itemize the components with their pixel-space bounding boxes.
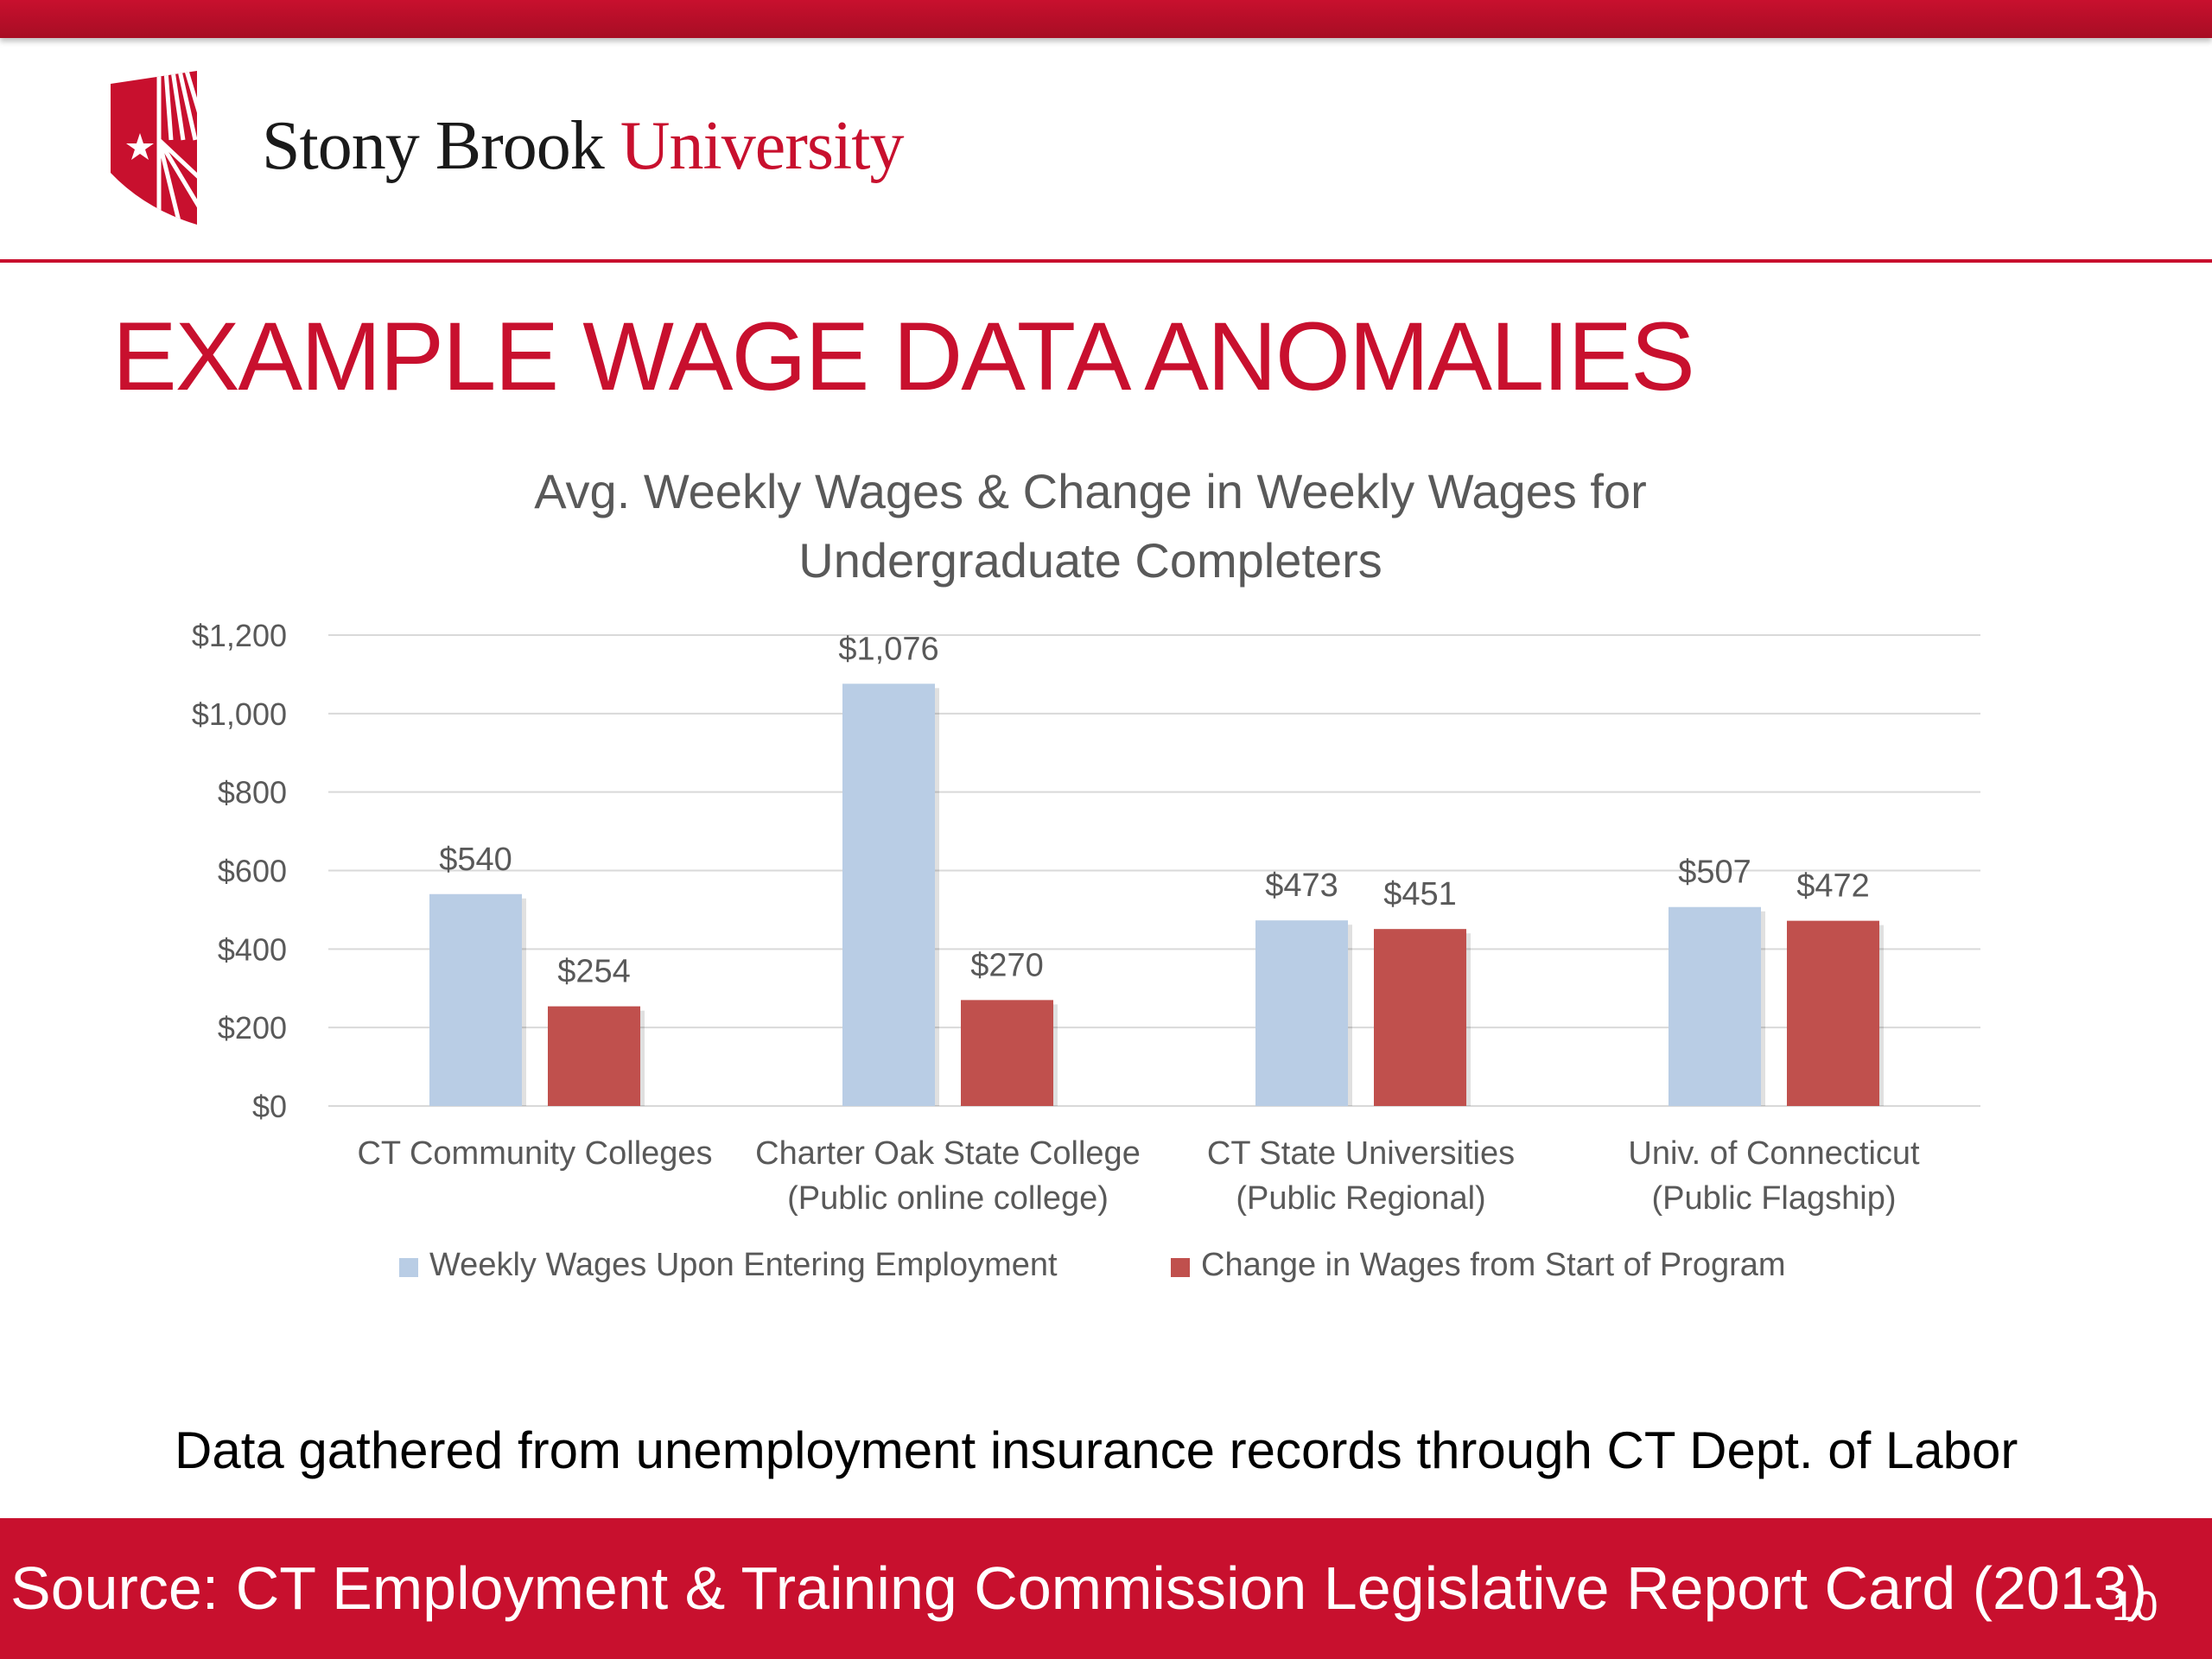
data-footnote: Data gathered from unemployment insuranc… bbox=[175, 1421, 2018, 1479]
bar-wage-change bbox=[1374, 929, 1466, 1106]
data-label: $473 bbox=[1265, 868, 1338, 904]
data-label: $254 bbox=[557, 954, 631, 990]
chart-title: Avg. Weekly Wages & Change in Weekly Wag… bbox=[534, 464, 1647, 518]
data-label: $1,076 bbox=[838, 631, 938, 667]
legend-swatch bbox=[1171, 1258, 1190, 1277]
top-banner bbox=[0, 0, 2212, 38]
y-tick-label: $800 bbox=[218, 775, 287, 810]
bar-wage-change bbox=[961, 1000, 1053, 1106]
chart-title: Undergraduate Completers bbox=[798, 533, 1382, 588]
page-number: 10 bbox=[2112, 1584, 2158, 1630]
bar-weekly-wages bbox=[842, 683, 935, 1106]
y-tick-label: $400 bbox=[218, 931, 287, 967]
bar-weekly-wages bbox=[1669, 906, 1761, 1106]
data-label: $472 bbox=[1796, 868, 1870, 905]
header-divider bbox=[0, 259, 2212, 263]
y-tick-label: $200 bbox=[218, 1010, 287, 1046]
x-category-label: (Public Regional) bbox=[1236, 1180, 1485, 1217]
x-category-label: Univ. of Connecticut bbox=[1628, 1135, 1920, 1172]
bar-weekly-wages bbox=[429, 893, 522, 1106]
university-wordmark: Stony Brook University bbox=[262, 107, 905, 186]
legend-swatch bbox=[399, 1258, 418, 1277]
wage-bar-chart: Avg. Weekly Wages & Change in Weekly Wag… bbox=[192, 464, 1980, 1283]
slide-title: EXAMPLE WAGE DATA ANOMALIES bbox=[112, 302, 1695, 410]
bar-weekly-wages bbox=[1255, 920, 1348, 1106]
data-label: $270 bbox=[970, 947, 1044, 983]
wordmark-stony-brook: Stony Brook bbox=[262, 108, 605, 184]
wordmark-university: University bbox=[620, 108, 905, 184]
y-tick-label: $600 bbox=[218, 854, 287, 889]
x-category-label: (Public Flagship) bbox=[1652, 1180, 1897, 1217]
y-tick-label: $1,200 bbox=[192, 618, 287, 653]
x-category-label: (Public online college) bbox=[787, 1180, 1109, 1217]
bar-wage-change bbox=[1787, 920, 1879, 1106]
x-category-label: CT State Universities bbox=[1207, 1135, 1515, 1172]
legend-label: Change in Wages from Start of Program bbox=[1201, 1247, 1786, 1283]
data-label: $451 bbox=[1383, 876, 1457, 912]
data-label: $507 bbox=[1678, 855, 1751, 891]
x-category-label: CT Community Colleges bbox=[357, 1135, 712, 1172]
legend-label: Weekly Wages Upon Entering Employment bbox=[429, 1247, 1058, 1283]
shield-star-icon bbox=[111, 71, 197, 225]
bottom-banner bbox=[0, 1518, 2212, 1659]
y-tick-label: $0 bbox=[252, 1089, 287, 1124]
source-citation: Source: CT Employment & Training Commiss… bbox=[10, 1554, 2148, 1622]
data-label: $540 bbox=[439, 842, 512, 878]
bar-wage-change bbox=[548, 1006, 640, 1106]
y-tick-label: $1,000 bbox=[192, 696, 287, 732]
x-category-label: Charter Oak State College bbox=[755, 1135, 1141, 1172]
